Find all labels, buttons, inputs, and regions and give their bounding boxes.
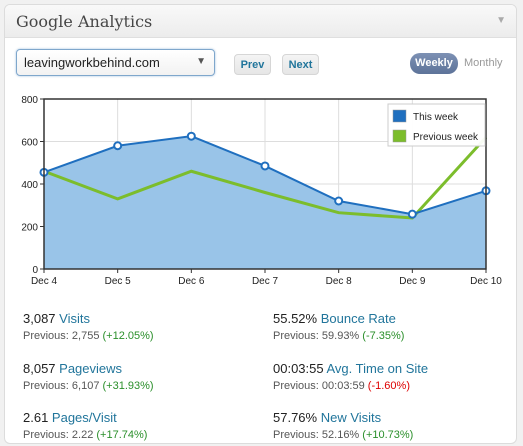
stat-value: 8,057: [23, 361, 60, 376]
stat-value: 55.52%: [273, 311, 321, 326]
stat-pages-visit: 2.61 Pages/Visit Previous: 2.22 (+17.74%): [23, 410, 147, 441]
monthly-toggle[interactable]: Monthly: [464, 57, 503, 69]
this-week-point: [260, 161, 270, 171]
y-tick-label: 600: [21, 138, 38, 149]
x-tick-label: Dec 4: [31, 276, 58, 287]
stat-value-line: 8,057 Pageviews: [23, 361, 154, 376]
stat-previous: Previous: 6,107 (+31.93%): [23, 380, 154, 392]
stat-bounce-rate: 55.52% Bounce Rate Previous: 59.93% (-7.3…: [273, 311, 404, 342]
stat-value-line: 57.76% New Visits: [273, 410, 413, 425]
prev-button[interactable]: Prev: [234, 54, 271, 75]
stat-previous-text: Previous: 6,107: [23, 380, 103, 392]
widget-header: Google Analytics ▼: [5, 5, 516, 38]
this-week-point: [186, 131, 196, 141]
legend-swatch: [392, 109, 407, 123]
y-tick-label: 0: [32, 265, 38, 276]
stat-value-line: 2.61 Pages/Visit: [23, 410, 147, 425]
stat-label-link[interactable]: Visits: [59, 311, 90, 326]
stat-new-visits: 57.76% New Visits Previous: 52.16% (+10.7…: [273, 410, 413, 441]
x-tick-label: Dec 6: [178, 276, 205, 287]
stat-previous-text: Previous: 2,755: [23, 330, 103, 342]
x-tick-label: Dec 9: [399, 276, 426, 287]
stat-value: 00:03:55: [273, 361, 327, 376]
stat-change: (+12.05%): [102, 330, 154, 342]
stat-label-link[interactable]: Pageviews: [59, 361, 123, 376]
stat-previous: Previous: 52.16% (+10.73%): [273, 429, 413, 441]
visits-chart: 0 200 400 600 800 Dec 4 Dec 5 Dec 6 Dec 7 Dec 8 De…: [21, 95, 502, 287]
x-tick-label: Dec 5: [105, 276, 132, 287]
stat-value-line: 55.52% Bounce Rate: [273, 311, 404, 326]
stat-value-line: 00:03:55 Avg. Time on Site: [273, 361, 428, 376]
stat-value: 57.76%: [273, 410, 321, 425]
stat-value: 2.61: [23, 410, 52, 425]
stat-change: (-7.35%): [362, 330, 405, 342]
stat-label-link[interactable]: Bounce Rate: [320, 311, 396, 326]
stat-previous: Previous: 59.93% (-7.35%): [273, 330, 404, 342]
stat-change: (+31.93%): [102, 380, 154, 392]
stat-previous-text: Previous: 00:03:59: [273, 380, 368, 392]
stat-previous: Previous: 2.22 (+17.74%): [23, 429, 147, 441]
x-tick-label: Dec 7: [252, 276, 279, 287]
y-tick-label: 200: [21, 223, 38, 234]
y-tick-label: 400: [21, 180, 38, 191]
widget-title: Google Analytics: [16, 12, 153, 31]
stat-value: 3,087: [23, 311, 60, 326]
this-week-point: [407, 209, 417, 219]
stat-previous: Previous: 00:03:59 (-1.60%): [273, 380, 428, 392]
stat-change: (+17.74%): [96, 429, 148, 441]
stat-label-link[interactable]: Pages/Visit: [51, 410, 117, 425]
stat-previous: Previous: 2,755 (+12.05%): [23, 330, 154, 342]
stat-label-link[interactable]: New Visits: [320, 410, 382, 425]
next-button[interactable]: Next: [282, 54, 319, 75]
this-week-point: [113, 141, 123, 151]
stat-change: (-1.60%): [367, 380, 410, 392]
chevron-down-icon: ▼: [196, 56, 206, 67]
stat-visits: 3,087 Visits Previous: 2,755 (+12.05%): [23, 311, 154, 342]
x-tick-label: Dec 8: [326, 276, 353, 287]
stat-value-line: 3,087 Visits: [23, 311, 154, 326]
legend-label: This week: [413, 112, 459, 123]
stat-previous-text: Previous: 52.16%: [273, 429, 363, 441]
stat-change: (+10.73%): [362, 429, 414, 441]
weekly-toggle[interactable]: Weekly: [410, 53, 458, 74]
stat-avg-time-on-site: 00:03:55 Avg. Time on Site Previous: 00:0…: [273, 361, 428, 392]
site-select[interactable]: leavingworkbehind.com ▼: [16, 49, 215, 76]
y-tick-label: 800: [21, 95, 38, 106]
collapse-arrow-icon[interactable]: ▼: [496, 15, 506, 26]
stat-label-link[interactable]: Avg. Time on Site: [326, 361, 429, 376]
legend-swatch: [392, 129, 407, 143]
stat-previous-text: Previous: 59.93%: [273, 330, 363, 342]
stat-previous-text: Previous: 2.22: [23, 429, 97, 441]
this-week-area: [44, 136, 486, 269]
legend-label: Previous week: [413, 132, 479, 143]
analytics-widget: Google Analytics ▼ leavingworkbehind.com…: [4, 4, 517, 444]
this-week-point: [334, 196, 344, 206]
x-tick-label: Dec 10: [470, 276, 502, 287]
site-select-value: leavingworkbehind.com: [24, 55, 160, 70]
stat-pageviews: 8,057 Pageviews Previous: 6,107 (+31.93%): [23, 361, 154, 392]
